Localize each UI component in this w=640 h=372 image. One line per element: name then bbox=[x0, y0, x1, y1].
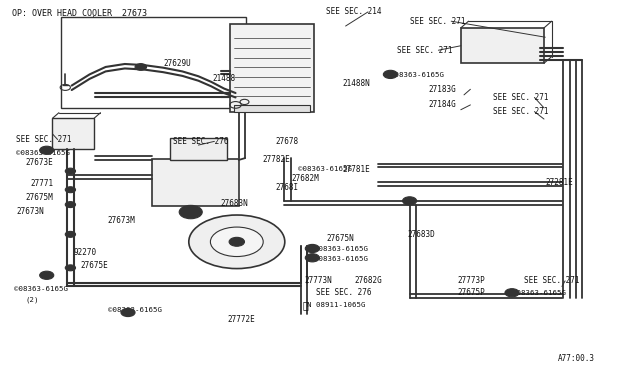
Text: S: S bbox=[45, 273, 49, 278]
Circle shape bbox=[305, 244, 319, 253]
Text: 27682G: 27682G bbox=[355, 276, 382, 285]
Text: 27781E: 27781E bbox=[342, 165, 370, 174]
Text: SEE SEC. 271: SEE SEC. 271 bbox=[524, 276, 579, 285]
Text: 27782E: 27782E bbox=[262, 155, 290, 164]
Text: ©08363-6165G: ©08363-6165G bbox=[108, 307, 161, 312]
Text: 2768I: 2768I bbox=[275, 183, 298, 192]
Circle shape bbox=[65, 168, 76, 174]
Text: S: S bbox=[408, 198, 412, 203]
Circle shape bbox=[65, 265, 76, 271]
Text: 27675P: 27675P bbox=[457, 288, 484, 297]
Text: 27773P: 27773P bbox=[457, 276, 484, 285]
Text: S: S bbox=[45, 148, 49, 153]
Circle shape bbox=[383, 70, 397, 78]
Text: 27673M: 27673M bbox=[108, 216, 135, 225]
Bar bbox=[230, 24, 314, 112]
Text: ©08363-6165G: ©08363-6165G bbox=[390, 72, 444, 78]
Text: 21488N: 21488N bbox=[342, 79, 370, 88]
Bar bbox=[170, 138, 227, 160]
Text: 21488: 21488 bbox=[212, 74, 236, 83]
Bar bbox=[234, 105, 310, 112]
Text: S: S bbox=[310, 246, 314, 251]
Text: 27675E: 27675E bbox=[80, 262, 108, 270]
Text: S: S bbox=[126, 310, 130, 315]
Circle shape bbox=[505, 289, 519, 297]
Text: 27773N: 27773N bbox=[305, 276, 332, 285]
Text: 27673E: 27673E bbox=[26, 158, 53, 167]
Circle shape bbox=[40, 271, 54, 279]
Text: SEE SEC. 276: SEE SEC. 276 bbox=[316, 288, 371, 297]
Circle shape bbox=[135, 64, 147, 70]
Text: A77:00.3: A77:00.3 bbox=[558, 354, 595, 363]
Circle shape bbox=[65, 187, 76, 193]
Text: SEE SEC. 271: SEE SEC. 271 bbox=[493, 93, 548, 102]
Circle shape bbox=[179, 205, 202, 219]
Bar bbox=[152, 159, 239, 206]
Text: 27183G: 27183G bbox=[429, 85, 456, 94]
Text: 27184G: 27184G bbox=[429, 100, 456, 109]
Circle shape bbox=[403, 197, 417, 205]
Text: 27682M: 27682M bbox=[291, 174, 319, 183]
Ellipse shape bbox=[211, 227, 263, 257]
Text: 27683N: 27683N bbox=[221, 199, 248, 208]
Text: ©08363-6165G: ©08363-6165G bbox=[16, 150, 70, 155]
Text: 27772E: 27772E bbox=[227, 315, 255, 324]
Text: 27675N: 27675N bbox=[326, 234, 354, 243]
Circle shape bbox=[40, 146, 54, 154]
Circle shape bbox=[305, 254, 319, 262]
Text: 27675M: 27675M bbox=[26, 193, 53, 202]
Text: ©08363-6165G: ©08363-6165G bbox=[314, 246, 367, 252]
Circle shape bbox=[229, 237, 244, 246]
Text: SEE SEC. 271: SEE SEC. 271 bbox=[397, 46, 452, 55]
Text: (2): (2) bbox=[26, 296, 39, 303]
Text: SEE SEC. 271: SEE SEC. 271 bbox=[16, 135, 72, 144]
Text: 27673N: 27673N bbox=[16, 207, 44, 216]
Text: SEE SEC. 271: SEE SEC. 271 bbox=[493, 107, 548, 116]
Text: ⓝ: ⓝ bbox=[302, 300, 308, 310]
Ellipse shape bbox=[189, 215, 285, 269]
Circle shape bbox=[184, 208, 197, 216]
Text: ©08363-6165G: ©08363-6165G bbox=[298, 166, 351, 172]
Text: S: S bbox=[388, 72, 392, 77]
Circle shape bbox=[65, 202, 76, 208]
Text: SEE SEC. 276: SEE SEC. 276 bbox=[173, 137, 228, 146]
Text: 27683D: 27683D bbox=[408, 230, 435, 239]
Text: ©08363-6165G: ©08363-6165G bbox=[512, 290, 566, 296]
Text: 27281E: 27281E bbox=[545, 178, 573, 187]
Circle shape bbox=[65, 231, 76, 237]
Text: 27629U: 27629U bbox=[163, 59, 191, 68]
Text: OP: OVER HEAD COOLER  27673: OP: OVER HEAD COOLER 27673 bbox=[12, 9, 147, 17]
Text: N 08911-1065G: N 08911-1065G bbox=[307, 302, 365, 308]
Text: ©08363-6165G: ©08363-6165G bbox=[14, 286, 68, 292]
Bar bbox=[52, 118, 94, 149]
Text: S: S bbox=[310, 255, 314, 260]
Text: ©08363-6165G: ©08363-6165G bbox=[314, 256, 367, 262]
Bar bbox=[61, 17, 246, 108]
Text: 27771: 27771 bbox=[31, 179, 54, 187]
Text: 92270: 92270 bbox=[74, 248, 97, 257]
Bar bbox=[461, 28, 544, 63]
Text: SEE SEC. 214: SEE SEC. 214 bbox=[326, 7, 382, 16]
Circle shape bbox=[121, 308, 135, 317]
Text: SEE SEC. 271: SEE SEC. 271 bbox=[410, 17, 465, 26]
Text: 27678: 27678 bbox=[275, 137, 298, 146]
Text: S: S bbox=[510, 290, 514, 295]
